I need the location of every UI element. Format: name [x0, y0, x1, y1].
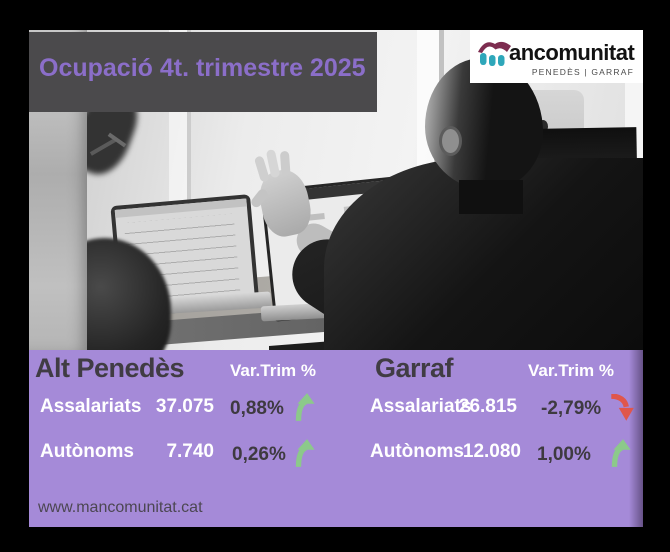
- photo-imac-logo-dot: [538, 120, 548, 133]
- employment-data-panel: Alt Penedès Var.Trim % Assalariats 37.07…: [29, 350, 643, 527]
- infographic-card: Ocupació 4t. trimestre 2025 ancomunitat …: [29, 30, 643, 527]
- logo-subtitle: PENEDÈS | GARRAF: [531, 67, 634, 77]
- var-trim-header-right: Var.Trim %: [528, 361, 614, 380]
- row-value: 26.815: [458, 396, 517, 417]
- photo-foreground-person-ear: [439, 126, 462, 156]
- row-percent: 1,00%: [537, 444, 591, 465]
- trend-arrow: [293, 438, 319, 468]
- logo-m-icon: [478, 37, 512, 72]
- mancomunitat-logo: ancomunitat PENEDÈS | GARRAF: [470, 30, 643, 83]
- page-title: Ocupació 4t. trimestre 2025: [39, 54, 366, 82]
- row-label: Autònoms: [370, 441, 464, 462]
- region-name-alt-penedes: Alt Penedès: [35, 353, 185, 383]
- row-label: Autònoms: [40, 441, 134, 462]
- logo-row: ancomunitat: [478, 37, 635, 72]
- photo-thumb: [249, 187, 270, 210]
- window-mullion: [187, 30, 191, 285]
- website-url: www.mancomunitat.cat: [38, 499, 203, 516]
- row-value: 7.740: [166, 441, 214, 462]
- logo-wordmark: ancomunitat: [509, 40, 635, 65]
- var-trim-header-left: Var.Trim %: [230, 361, 316, 380]
- trend-up-icon: [295, 439, 315, 467]
- panel-right-shade: [629, 350, 643, 527]
- photo-finger: [279, 150, 291, 176]
- trend-up-icon: [611, 439, 631, 467]
- region-name-garraf: Garraf: [375, 353, 454, 383]
- row-label: Assalariats: [370, 396, 472, 417]
- row-percent: -2,79%: [541, 398, 602, 419]
- row-percent: 0,26%: [232, 444, 286, 465]
- photo-foreground-person-neck: [459, 180, 523, 214]
- trend-arrow: [609, 438, 635, 468]
- row-value: 37.075: [155, 396, 214, 417]
- row-percent: 0,88%: [230, 398, 284, 419]
- row-label: Assalariats: [40, 396, 142, 417]
- trend-arrow: [609, 394, 635, 424]
- title-band: Ocupació 4t. trimestre 2025: [29, 32, 377, 112]
- trend-up-icon: [295, 393, 315, 421]
- row-value: 12.080: [462, 441, 521, 462]
- trend-down-icon: [611, 394, 634, 421]
- trend-arrow: [293, 392, 319, 422]
